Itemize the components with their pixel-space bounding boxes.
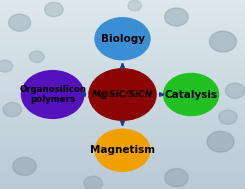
Text: Biology: Biology: [100, 34, 145, 44]
Circle shape: [165, 169, 188, 187]
Circle shape: [88, 68, 157, 121]
Circle shape: [0, 60, 13, 72]
Circle shape: [225, 83, 245, 98]
Text: M@SiC/SiCN: M@SiC/SiCN: [92, 90, 153, 99]
Text: Organosilicon
polymers: Organosilicon polymers: [19, 85, 86, 104]
Text: Catalysis: Catalysis: [165, 90, 218, 99]
Circle shape: [13, 157, 36, 175]
Circle shape: [165, 8, 188, 26]
Circle shape: [128, 0, 142, 11]
Circle shape: [94, 129, 151, 172]
Text: Magnetism: Magnetism: [90, 145, 155, 155]
Circle shape: [94, 17, 151, 60]
Circle shape: [45, 2, 63, 17]
Circle shape: [207, 131, 234, 152]
Circle shape: [21, 70, 85, 119]
Circle shape: [9, 14, 31, 31]
Circle shape: [209, 31, 236, 52]
Circle shape: [29, 51, 44, 62]
Circle shape: [84, 176, 102, 189]
Circle shape: [163, 73, 219, 116]
Circle shape: [3, 102, 22, 117]
Circle shape: [219, 110, 237, 124]
